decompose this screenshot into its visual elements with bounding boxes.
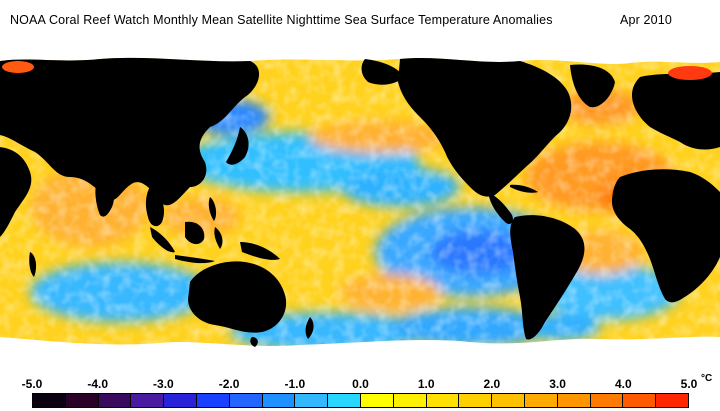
africa-east-horn (0, 147, 32, 237)
color-swatch (556, 394, 590, 407)
unit-label: °C (701, 373, 713, 384)
new-zealand (305, 317, 314, 339)
color-swatch (425, 394, 459, 407)
hot-spot-northeast (668, 66, 712, 80)
tick-label: -3.0 (153, 377, 174, 391)
north-america (398, 58, 572, 197)
indochina (145, 187, 165, 227)
color-swatch (163, 394, 196, 407)
hot-spot-northwest (2, 61, 34, 73)
color-swatch (195, 394, 229, 407)
color-scale-bar (32, 393, 689, 408)
tick-label: 3.0 (549, 377, 566, 391)
caribbean-islands (510, 184, 538, 193)
central-america (488, 192, 513, 225)
color-swatch (589, 394, 623, 407)
color-swatch (130, 394, 164, 407)
tick-label: -1.0 (284, 377, 306, 391)
tick-label: -2.0 (218, 377, 240, 391)
australia (188, 261, 287, 333)
europe (632, 72, 720, 150)
tick-label: -5.0 (21, 377, 43, 391)
color-swatch (458, 394, 492, 407)
tick-label: -4.0 (87, 377, 109, 391)
tick-label: 5.0 (680, 377, 698, 391)
color-swatch (261, 394, 295, 407)
color-swatch (64, 394, 98, 407)
color-swatch (655, 394, 688, 407)
map-title: NOAA Coral Reef Watch Monthly Mean Satel… (0, 10, 720, 30)
color-swatch (523, 394, 557, 407)
africa (612, 169, 720, 303)
color-swatch (359, 394, 393, 407)
eurasia-west (0, 57, 260, 206)
borneo (185, 221, 205, 245)
antarctic-ice (0, 336, 720, 373)
title-text: NOAA Coral Reef Watch Monthly Mean Satel… (10, 13, 553, 27)
new-guinea (240, 242, 280, 260)
alaska (361, 59, 405, 85)
japan (226, 127, 249, 165)
color-swatch (327, 394, 360, 407)
madagascar (29, 252, 37, 277)
color-swatch (33, 394, 65, 407)
color-swatch (392, 394, 426, 407)
color-swatch (97, 394, 131, 407)
sulawesi (214, 227, 223, 249)
java (175, 255, 215, 264)
south-america (510, 215, 585, 340)
color-swatch (622, 394, 656, 407)
title-date: Apr 2010 (620, 13, 672, 27)
color-swatch (228, 394, 262, 407)
sumatra (150, 227, 175, 253)
philippines (208, 197, 217, 221)
arctic-ice (0, 37, 720, 64)
continents (0, 57, 720, 347)
colorbar-tick-labels: -5.0 -4.0 -3.0 -2.0 -1.0 0.0 1.0 2.0 3.0… (0, 373, 720, 393)
tasmania (250, 337, 258, 347)
color-swatch (294, 394, 328, 407)
india (95, 172, 115, 217)
tick-label: 1.0 (417, 377, 435, 391)
tick-label: 2.0 (483, 377, 501, 391)
tick-label: 0.0 (352, 377, 369, 391)
greenland (570, 64, 615, 108)
tick-label: 4.0 (614, 377, 632, 391)
color-swatch (491, 394, 524, 407)
sst-anomaly-map (0, 37, 720, 373)
